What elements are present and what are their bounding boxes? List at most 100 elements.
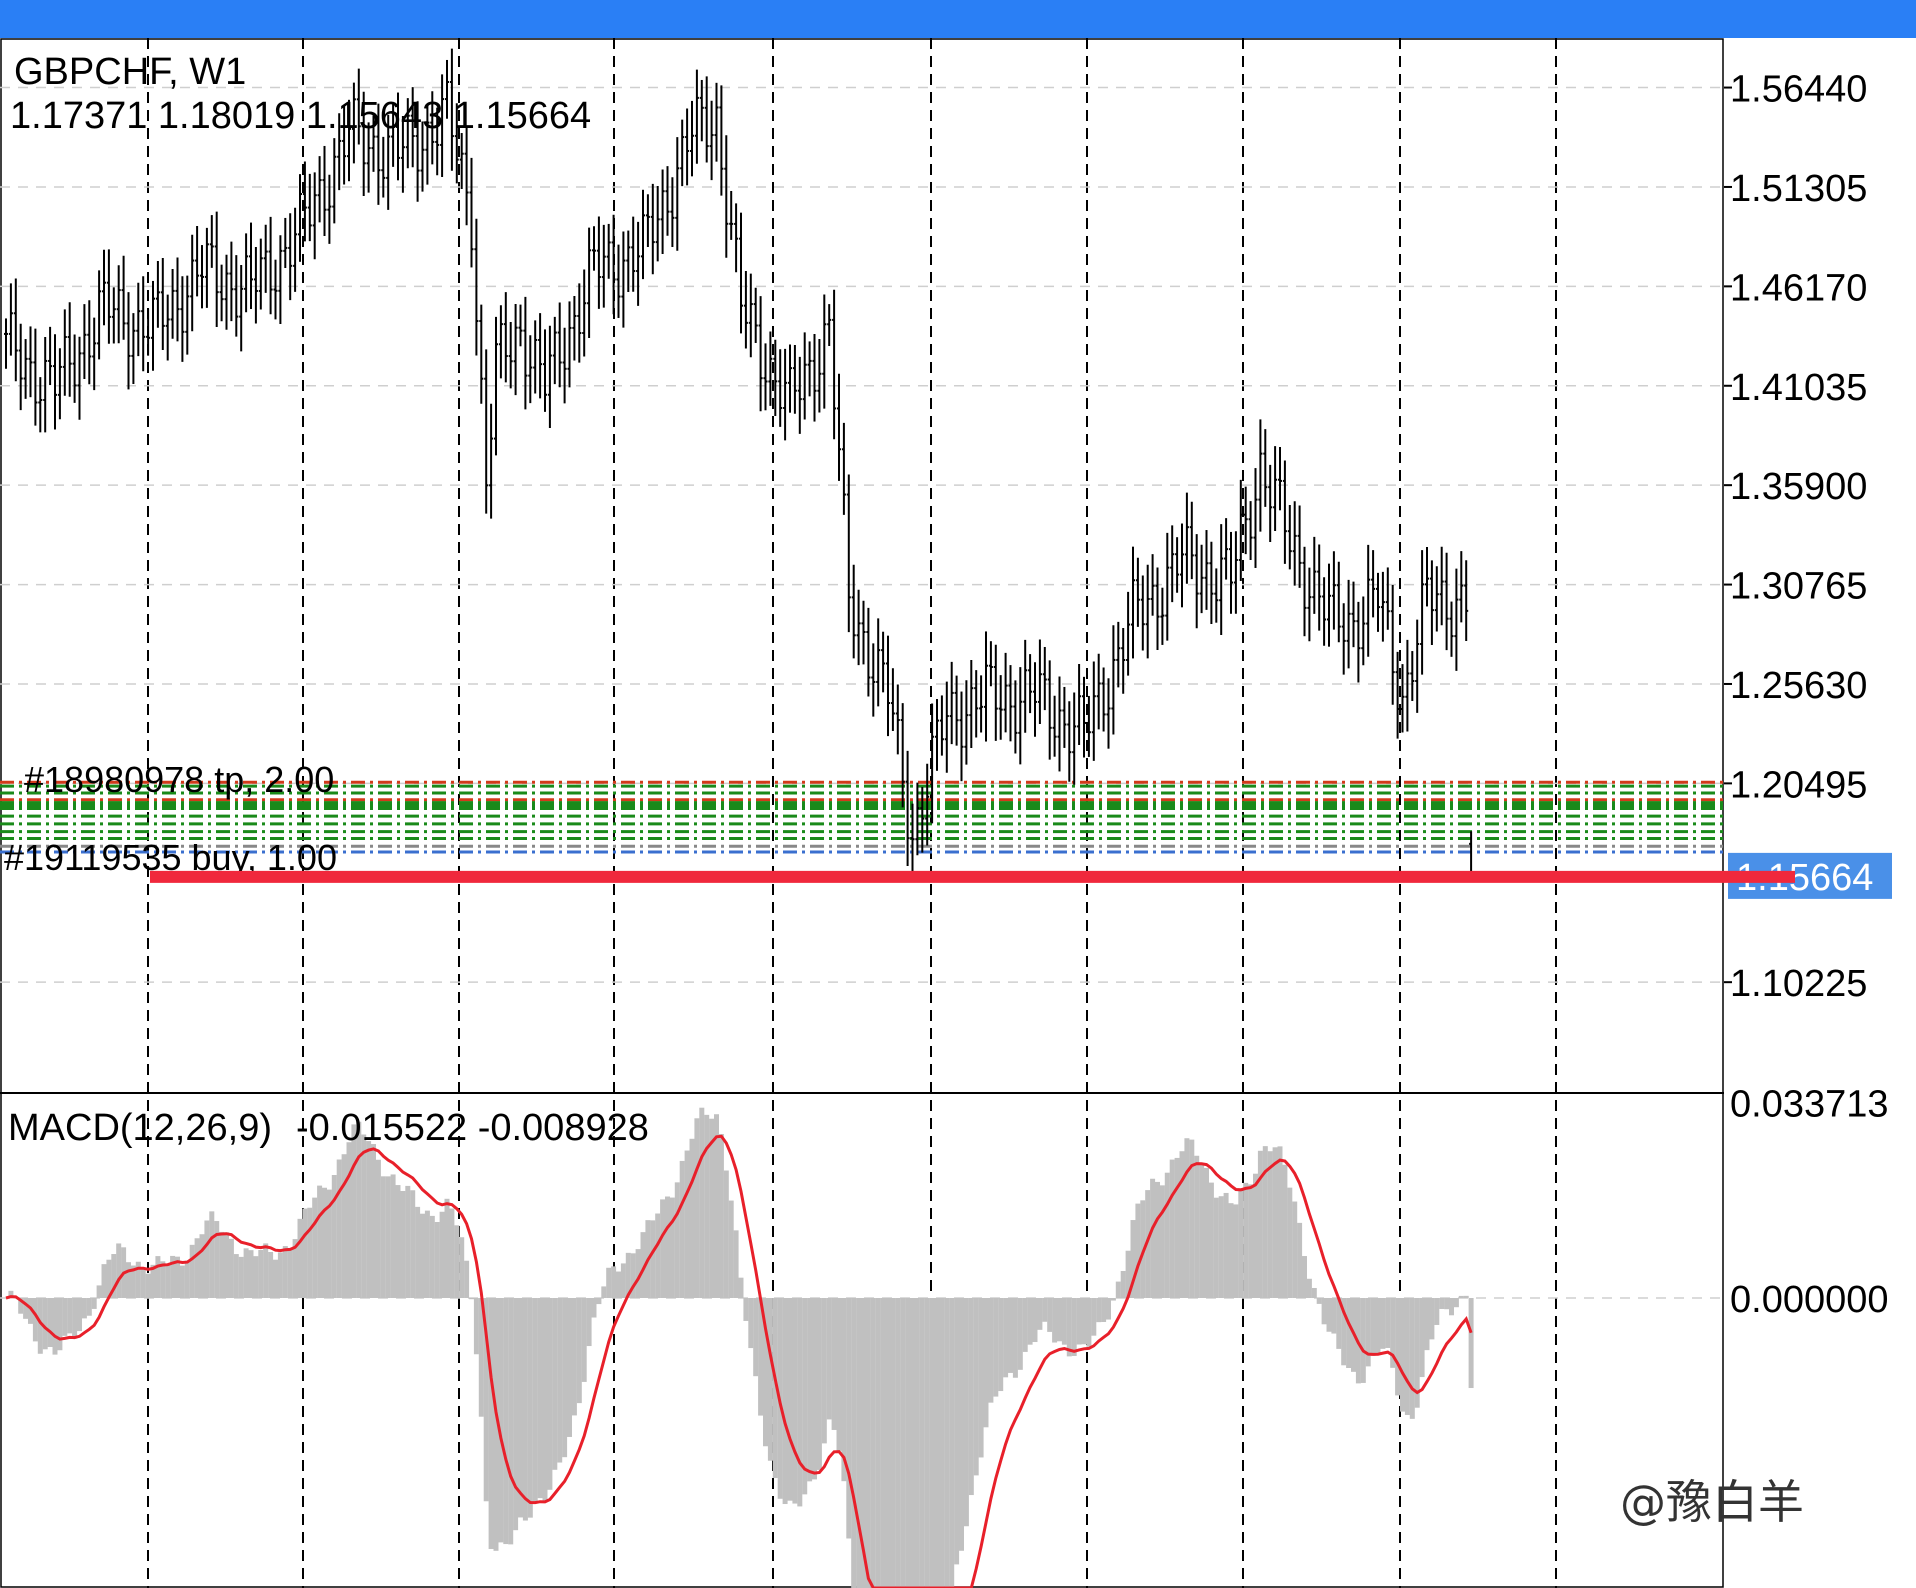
macd-bar (1282, 1164, 1288, 1298)
chart-canvas[interactable]: 1.15664 1.564401.513051.461701.410351.35… (0, 38, 1916, 1588)
macd-bar (875, 1298, 881, 1588)
macd-bar (356, 1121, 362, 1298)
macd-bar (189, 1244, 195, 1298)
macd-bar (640, 1232, 646, 1298)
macd-bar (581, 1298, 587, 1382)
macd-bar (86, 1298, 92, 1316)
macd-bar (606, 1267, 612, 1298)
macd-bar (184, 1260, 190, 1298)
order-label-tp[interactable]: #18980978 tp, 2.00 (24, 759, 334, 800)
macd-bar (1306, 1278, 1312, 1298)
macd-bar (199, 1234, 205, 1298)
macd-bar (292, 1239, 298, 1298)
macd-bar (1243, 1182, 1249, 1298)
chart-title: GBPCHF, W1 (14, 51, 246, 93)
macd-bar (856, 1298, 862, 1588)
macd-bar (1017, 1298, 1023, 1370)
macd-bar (62, 1298, 68, 1336)
macd-bar (1208, 1182, 1214, 1298)
macd-bar (1091, 1298, 1097, 1336)
macd-bar (1277, 1146, 1283, 1298)
macd-bar (1360, 1298, 1366, 1383)
macd-bar (1390, 1298, 1396, 1368)
macd-signal-line (5, 1134, 1473, 1588)
macd-bar (464, 1260, 470, 1298)
macd-bar (449, 1208, 455, 1298)
macd-bar (914, 1298, 920, 1588)
macd-bar (410, 1190, 416, 1298)
macd-bar (312, 1197, 318, 1298)
macd-bar (665, 1196, 670, 1298)
macd-bar (704, 1114, 710, 1298)
macd-bar (571, 1298, 577, 1416)
macd-bar (1071, 1298, 1077, 1356)
candles (4, 48, 1474, 878)
macd-bar (175, 1256, 180, 1298)
macd-axis: 0.033713 0.000000 (1730, 1083, 1889, 1321)
macd-bar (1101, 1298, 1107, 1323)
macd-bar (1468, 1298, 1474, 1389)
macd-bar (420, 1213, 425, 1298)
macd-bar (660, 1199, 666, 1298)
macd-bar (390, 1174, 396, 1298)
macd-bar (116, 1243, 122, 1298)
macd-bar (689, 1138, 695, 1298)
macd-bar (895, 1298, 901, 1588)
macd-bar (258, 1249, 264, 1298)
macd-bar (263, 1243, 269, 1298)
macd-bar (591, 1298, 597, 1318)
macd-values: -0.015522 -0.008928 (296, 1107, 649, 1149)
macd-bar (562, 1298, 568, 1458)
macd-bar (586, 1298, 592, 1347)
macd-bar (1453, 1298, 1459, 1308)
macd-bar (939, 1298, 945, 1588)
macd-tick-label: 0.033713 (1730, 1083, 1889, 1125)
price-tick-label: 1.30765 (1730, 566, 1867, 608)
macd-bar (434, 1221, 440, 1298)
macd-bar (1336, 1298, 1342, 1349)
macd-bar (929, 1298, 935, 1588)
macd-bar (375, 1159, 381, 1298)
macd-bar (307, 1207, 313, 1298)
macd-bar (459, 1237, 465, 1298)
macd-bar (733, 1230, 739, 1298)
macd-bar (96, 1285, 102, 1298)
macd-bar (224, 1232, 229, 1298)
macd-bar (841, 1298, 847, 1482)
macd-bar (1311, 1287, 1317, 1298)
macd-bar (1037, 1298, 1043, 1330)
macd-bar (297, 1218, 303, 1298)
macd-bar (1159, 1185, 1165, 1298)
macd-bar (150, 1264, 156, 1298)
order-lines (0, 780, 1724, 854)
macd-bar (140, 1268, 146, 1298)
macd-bar (1061, 1298, 1067, 1345)
macd-bar (366, 1141, 372, 1298)
macd-bar (1110, 1298, 1116, 1301)
macd-bar (214, 1221, 220, 1298)
macd-bar (900, 1298, 906, 1588)
macd-bar (273, 1259, 278, 1298)
macd-bar (1125, 1250, 1131, 1298)
macd-bar (993, 1298, 999, 1397)
macd-bar (1199, 1164, 1205, 1298)
macd-bar (1429, 1298, 1435, 1340)
macd-bar (91, 1298, 97, 1309)
macd-bar (753, 1298, 759, 1377)
macd-bar (488, 1298, 494, 1549)
macd-bar (326, 1189, 332, 1298)
macd-bar (816, 1298, 822, 1470)
macd-bar (821, 1298, 827, 1444)
macd-bar (959, 1298, 964, 1551)
macd-bar (219, 1231, 225, 1298)
macd-bar (763, 1298, 768, 1447)
macd-bar (910, 1298, 915, 1588)
macd-bar (380, 1176, 386, 1298)
macd-bar (478, 1298, 484, 1417)
macd-bar (963, 1298, 969, 1527)
macd-bar (1155, 1181, 1160, 1298)
macd-bar (1081, 1298, 1087, 1345)
macd-bar (351, 1124, 357, 1298)
macd-bar (1395, 1298, 1401, 1396)
macd-bar (1385, 1298, 1391, 1348)
